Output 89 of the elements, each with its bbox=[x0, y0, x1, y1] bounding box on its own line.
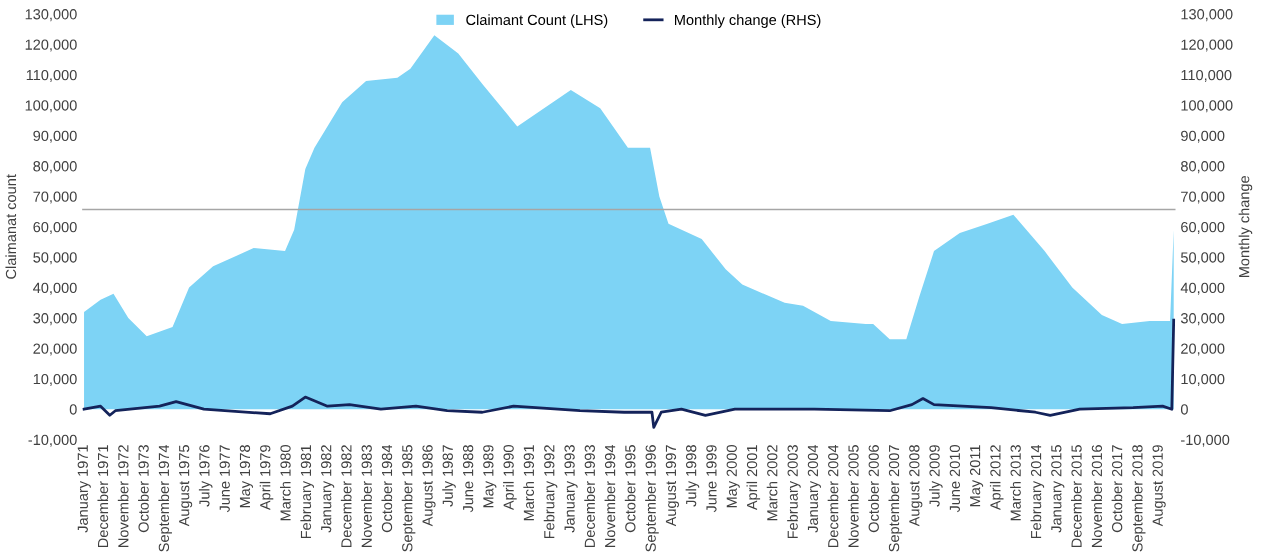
y-tick-label: 80,000 bbox=[33, 161, 77, 174]
x-tick-label: July 1998 bbox=[685, 445, 700, 507]
x-tick-label: May 1989 bbox=[483, 445, 497, 508]
x-tick-label: July 1987 bbox=[442, 445, 456, 507]
x-tick-label: April 1979 bbox=[259, 445, 274, 511]
y2-tick-label: 90,000 bbox=[1181, 130, 1225, 143]
x-tick-label: June 1977 bbox=[219, 445, 230, 513]
y2-tick-label: 40,000 bbox=[1180, 282, 1225, 295]
y-tick-label: 110,000 bbox=[26, 69, 77, 82]
x-tick-label: August 2008 bbox=[909, 445, 923, 527]
x-tick-label: February 1992 bbox=[543, 445, 558, 539]
y-tick-label: 40,000 bbox=[33, 282, 77, 295]
x-tick-label: September 2018 bbox=[1131, 445, 1146, 552]
x-tick-label: March 1980 bbox=[279, 445, 291, 521]
x-tick-label: April 2001 bbox=[746, 445, 761, 511]
x-tick-label: January 1993 bbox=[564, 445, 578, 533]
x-tick-label: March 2013 bbox=[1010, 445, 1021, 521]
y2-tick-label: 70,000 bbox=[1181, 191, 1225, 204]
x-tick-label: July 2009 bbox=[929, 445, 943, 507]
y-tick-label: 120,000 bbox=[25, 39, 77, 52]
x-tick-label: September 1985 bbox=[401, 445, 416, 552]
line-series bbox=[82, 318, 1176, 429]
x-tick-label: December 1971 bbox=[97, 445, 109, 548]
x-tick-label: November 2005 bbox=[847, 445, 859, 548]
x-tick-label: October 2006 bbox=[868, 445, 879, 533]
y-tick-label: 100,000 bbox=[25, 100, 77, 113]
x-tick-label: November 2016 bbox=[1091, 445, 1103, 548]
x-tick-label: May 1978 bbox=[239, 445, 253, 508]
y2-tick-label: 80,000 bbox=[1181, 161, 1225, 174]
y2-tick-label: 20,000 bbox=[1181, 343, 1225, 356]
y-tick-label: -10,000 bbox=[28, 434, 77, 447]
x-tick-label: April 1990 bbox=[503, 445, 517, 511]
x-tick-label: June 1988 bbox=[462, 445, 474, 513]
y-tick-label: 10,000 bbox=[33, 373, 77, 386]
x-tick-label: May 2011 bbox=[969, 445, 984, 507]
x-tick-label: October 1995 bbox=[624, 445, 636, 533]
x-tick-label: February 2014 bbox=[1030, 444, 1045, 539]
y-tick-label: 70,000 bbox=[33, 191, 77, 204]
y2-tick-label: 30,000 bbox=[1180, 313, 1225, 326]
y2-tick-label: 60,000 bbox=[1181, 221, 1225, 234]
x-tick-label: January 1982 bbox=[321, 445, 335, 533]
legend-label: Claimant Count (LHS) bbox=[466, 14, 608, 28]
y2-tick-label: 100,000 bbox=[1181, 100, 1233, 113]
y-tick-label: 50,000 bbox=[33, 252, 77, 265]
x-tick-label: September 1996 bbox=[645, 445, 659, 552]
x-tick-label: August 1997 bbox=[665, 445, 679, 527]
y2-tick-label: -10,000 bbox=[1181, 434, 1230, 447]
x-tick-label: August 1975 bbox=[178, 445, 193, 527]
x-tick-label: April 2012 bbox=[989, 445, 1004, 511]
x-tick-label: November 1972 bbox=[117, 445, 129, 548]
y2-tick-label: 120,000 bbox=[1181, 39, 1233, 52]
y-axis-title: Claimanat count bbox=[5, 174, 17, 279]
x-tick-label: October 2017 bbox=[1111, 445, 1123, 533]
y-tick-label: 30,000 bbox=[33, 313, 77, 326]
x-tick-label: August 2019 bbox=[1152, 445, 1166, 527]
x-tick-label: June 1999 bbox=[706, 445, 717, 513]
x-tick-label: December 2015 bbox=[1071, 445, 1082, 548]
x-tick-label: November 1994 bbox=[604, 444, 616, 548]
x-tick-label: February 2003 bbox=[787, 445, 801, 539]
y-tick-label: 20,000 bbox=[33, 343, 77, 356]
x-tick-label: January 2015 bbox=[1051, 445, 1065, 533]
y2-axis-title: Monthly change bbox=[1238, 175, 1253, 278]
x-tick-label: September 2007 bbox=[888, 445, 903, 552]
y-tick-label: 0 bbox=[69, 404, 77, 415]
x-tick-label: December 1993 bbox=[584, 445, 595, 548]
y2-tick-label: 0 bbox=[1180, 404, 1188, 415]
x-tick-label: October 1973 bbox=[138, 445, 149, 533]
x-tick-label: March 2002 bbox=[766, 445, 778, 521]
legend-label: Monthly change (RHS) bbox=[675, 14, 821, 28]
y2-tick-label: 50,000 bbox=[1180, 252, 1225, 265]
x-tick-label: August 1986 bbox=[422, 445, 436, 527]
x-tick-label: December 2004 bbox=[827, 444, 839, 548]
x-tick-label: July 1976 bbox=[198, 445, 213, 507]
y-tick-label: 60,000 bbox=[33, 221, 77, 234]
y2-tick-label: 110,000 bbox=[1181, 69, 1232, 82]
x-tick-label: October 1984 bbox=[381, 444, 393, 533]
x-tick-label: June 2010 bbox=[949, 445, 961, 513]
x-tick-label: December 1982 bbox=[340, 445, 352, 548]
y-tick-label: 130,000 bbox=[25, 9, 77, 22]
x-tick-label: September 1974 bbox=[158, 444, 172, 552]
x-tick-label: January 1971 bbox=[77, 445, 91, 533]
x-tick-label: January 2004 bbox=[807, 444, 821, 533]
y2-tick-label: 130,000 bbox=[1181, 9, 1233, 22]
x-tick-label: March 1991 bbox=[523, 445, 535, 521]
x-tick-label: May 2000 bbox=[726, 445, 740, 508]
x-tick-label: February 1981 bbox=[300, 445, 314, 539]
x-tick-label: November 1983 bbox=[361, 445, 372, 548]
y-tick-label: 90,000 bbox=[33, 130, 77, 143]
y2-tick-label: 10,000 bbox=[1181, 373, 1225, 386]
